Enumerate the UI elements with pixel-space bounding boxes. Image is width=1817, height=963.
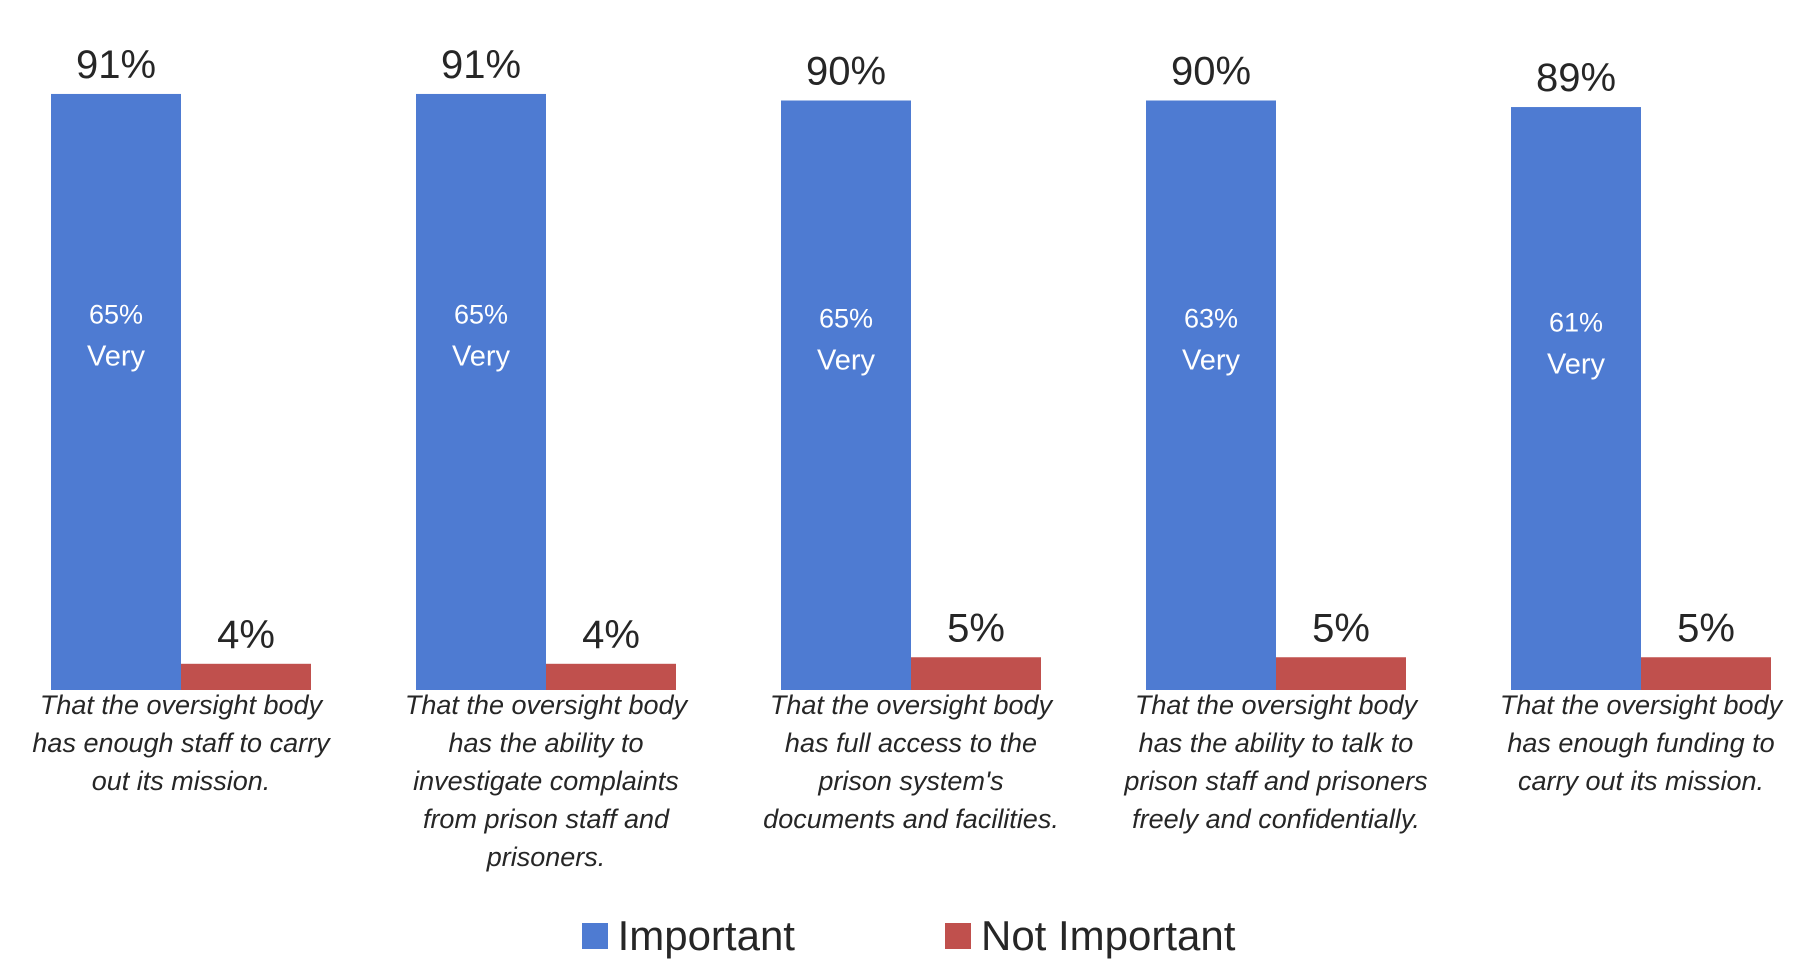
category-label-5: That the oversight body has enough fundin… [1471,686,1811,800]
data-label-not-important-1: 4% [217,613,275,657]
inner-label-word-4: Very [1182,344,1241,376]
category-label-line: prisoners. [486,842,606,872]
data-label-not-important-3: 5% [947,606,1005,650]
bar-not-important-2 [546,663,676,690]
data-label-not-important-2: 4% [582,613,640,657]
bar-not-important-4 [1276,657,1406,690]
inner-label-value-3: 65% [819,303,873,333]
legend-swatch-not-important [944,923,971,949]
inner-label-value-4: 63% [1184,303,1238,333]
category-label-line: investigate complaints [413,766,679,796]
bar-important-2 [416,93,546,690]
category-label-line: has the ability to [448,728,644,758]
category-label-line: That the oversight body [1134,690,1418,720]
category-label-line: has enough funding to [1507,728,1775,758]
legend-item-not-important: Not Important [944,912,1236,960]
category-label-4: That the oversight body has the ability t… [1106,686,1446,838]
inner-label-word-5: Very [1547,348,1606,380]
inner-label-word-2: Very [452,340,511,372]
category-label-2: That the oversight body has the ability t… [376,686,716,876]
category-label-line: carry out its mission. [1517,766,1765,796]
legend-swatch-important [581,923,608,949]
data-label-important-2: 91% [441,43,521,87]
data-label-important-4: 90% [1171,50,1251,94]
category-label-line: documents and facilities. [763,804,1059,834]
data-label-important-1: 91% [76,43,156,87]
category-label-line: has enough staff to carry [32,728,330,758]
legend-item-important: Important [581,912,795,960]
bar-important-3 [781,100,911,690]
data-label-important-3: 90% [806,50,886,94]
legend-label-not-important: Not Important [980,912,1236,959]
bar-important-1 [51,93,181,690]
inner-label-word-3: Very [817,344,876,376]
category-label-line: That the oversight body [1499,690,1783,720]
category-label-3: That the oversight body has full access t… [741,686,1081,838]
category-label-line: from prison staff and [422,804,670,834]
data-label-not-important-5: 5% [1677,606,1735,650]
category-label-line: prison staff and prisoners [1124,766,1428,796]
category-label-line: That the oversight body [769,690,1053,720]
inner-label-value-1: 65% [89,299,143,329]
category-label-line: out its mission. [91,766,271,796]
category-label-1: That the oversight body has enough staff … [11,686,351,800]
inner-label-value-5: 61% [1549,307,1603,337]
inner-label-word-1: Very [87,340,146,372]
bar-important-5 [1511,107,1641,691]
legend-label-important: Important [617,912,795,959]
legend: Important Not Important [0,912,1817,960]
data-label-important-5: 89% [1536,56,1616,100]
bar-not-important-1 [181,663,311,690]
data-label-not-important-4: 5% [1312,606,1370,650]
category-label-line: That the oversight body [404,690,688,720]
bar-not-important-5 [1641,657,1771,690]
category-label-line: That the oversight body [39,690,323,720]
bar-not-important-3 [911,657,1041,690]
bar-important-4 [1146,100,1276,690]
category-label-line: freely and confidentially. [1132,804,1420,834]
category-label-line: prison system's [818,766,1004,796]
category-label-line: has the ability to talk to [1138,728,1414,758]
inner-label-value-2: 65% [454,299,508,329]
category-label-line: has full access to the [784,728,1038,758]
